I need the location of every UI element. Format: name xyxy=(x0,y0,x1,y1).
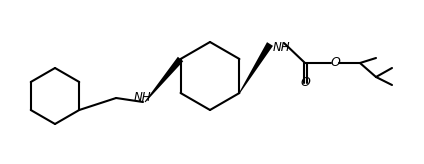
Text: NH: NH xyxy=(134,91,152,104)
Text: O: O xyxy=(300,76,310,89)
Text: NH: NH xyxy=(273,41,290,54)
Polygon shape xyxy=(239,42,273,93)
Polygon shape xyxy=(145,57,183,102)
Text: O: O xyxy=(330,57,340,70)
